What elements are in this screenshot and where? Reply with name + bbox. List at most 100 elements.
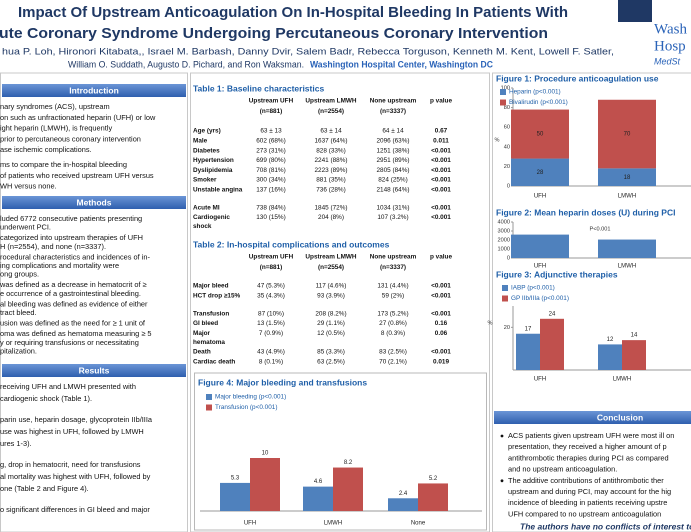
table-cell: 59 (2%) bbox=[382, 292, 404, 299]
x-tick-label: UFH bbox=[534, 264, 546, 270]
table-cell: <0.001 bbox=[431, 292, 451, 299]
legend-label: IABP (p<0.001) bbox=[511, 285, 555, 292]
value-label: 5.3 bbox=[231, 475, 240, 481]
table-cell: 2223 (89%) bbox=[314, 167, 347, 174]
section-heading: Conclusion bbox=[597, 412, 643, 422]
bar bbox=[516, 333, 540, 370]
table-cell: 43 (4.9%) bbox=[257, 349, 285, 356]
x-tick-label: LMWH bbox=[618, 264, 636, 270]
column-header: (n=3337) bbox=[380, 108, 406, 115]
column-header: (n=881) bbox=[260, 264, 283, 271]
body-text: ing complications and mortality were bbox=[0, 261, 119, 270]
table-cell: 47 (5.3%) bbox=[257, 283, 285, 290]
bar bbox=[220, 482, 250, 511]
bar bbox=[388, 498, 418, 511]
column-header: (n=2554) bbox=[318, 264, 344, 271]
table-cell: <0.001 bbox=[431, 214, 451, 221]
bar bbox=[418, 483, 448, 511]
table-cell: 63 (2.5%) bbox=[317, 358, 345, 365]
legend-swatch bbox=[206, 404, 212, 411]
body-text: categorized into upstream therapies of U… bbox=[0, 233, 143, 242]
table-cell: 63 ± 13 bbox=[260, 128, 282, 135]
table-title: Table 1: Baseline characteristics bbox=[193, 83, 324, 93]
body-text: use was highest in UFH, followed by LMWH bbox=[0, 427, 144, 436]
legend-label: Transfusion (p<0.001) bbox=[215, 404, 277, 411]
bar-segment bbox=[598, 99, 656, 169]
column-header: Upstream LMWH bbox=[305, 98, 357, 105]
table-cell: <0.001 bbox=[431, 186, 451, 193]
column-header: Upstream LMWH bbox=[305, 254, 357, 261]
table-cell: 708 (81%) bbox=[256, 167, 286, 174]
table-cell: 35 (4.3%) bbox=[257, 292, 285, 299]
table-cell: <0.001 bbox=[431, 147, 451, 154]
y-tick-label: 20 bbox=[504, 164, 510, 170]
body-text: incidence of bleeding in patients receiv… bbox=[508, 498, 667, 507]
body-text: usion was defined as the need for ≥ 1 un… bbox=[0, 319, 146, 328]
table-cell: 8 (0.3%) bbox=[381, 330, 405, 337]
value-label: 5.2 bbox=[429, 476, 438, 482]
body-text: ight heparin (LMWH), is frequently bbox=[0, 124, 112, 133]
title-line: Impact Of Upstream Anticoagulation On In… bbox=[18, 4, 568, 21]
row-label: HCT drop ≥15% bbox=[193, 292, 240, 299]
body-text: al bleeding was defined as evidence of e… bbox=[0, 299, 148, 308]
column-header: Upstream UFH bbox=[249, 254, 294, 261]
x-tick-label: LMWH bbox=[618, 194, 636, 200]
x-tick-label: LMWH bbox=[613, 377, 631, 383]
table-cell: 738 (84%) bbox=[256, 204, 286, 211]
y-tick-label: 2000 bbox=[498, 237, 510, 243]
title-line: ute Coronary Syndrome Undergoing Percuta… bbox=[0, 25, 548, 42]
column-header: p value bbox=[430, 98, 452, 105]
table-cell: 8 (0.1%) bbox=[259, 358, 283, 365]
table-cell: 273 (31%) bbox=[256, 147, 286, 154]
row-label: Major bbox=[193, 330, 211, 337]
bar bbox=[598, 344, 622, 370]
table-cell: 87 (10%) bbox=[258, 310, 284, 317]
row-label: Death bbox=[193, 349, 211, 356]
table-cell: 107 (3.2%) bbox=[377, 214, 408, 221]
body-text: ong groups. bbox=[0, 270, 39, 279]
row-label: hematoma bbox=[193, 339, 225, 346]
row-label: Hypertension bbox=[193, 157, 234, 164]
table-cell: 13 (1.5%) bbox=[257, 320, 285, 327]
body-text: and no upstream anticoagulation. bbox=[508, 465, 617, 474]
body-text: g, drop in hematocrit, need for transfus… bbox=[0, 460, 141, 469]
bar-segment bbox=[511, 158, 569, 186]
value-label: 10 bbox=[262, 451, 269, 457]
body-text: e occurrence of a gastrointestinal bleed… bbox=[0, 289, 141, 298]
row-label: Transfusion bbox=[193, 310, 229, 317]
table-cell: 2805 (84%) bbox=[376, 167, 409, 174]
table-cell: <0.001 bbox=[431, 283, 451, 290]
body-text: of patients who received upstream UFH ve… bbox=[0, 171, 154, 180]
legend-swatch bbox=[500, 89, 506, 95]
value-label: 18 bbox=[624, 175, 631, 181]
body-text: presentation, they received a higher amo… bbox=[508, 442, 667, 451]
logo-text: Hosp bbox=[654, 38, 686, 54]
y-tick-label: 0 bbox=[507, 255, 510, 261]
figure-title: Figure 4: Major bleeding and transfusion… bbox=[198, 377, 367, 387]
section-heading-bar bbox=[2, 84, 186, 97]
table-cell: 27 (0.8%) bbox=[379, 320, 407, 327]
table-cell: 736 (28%) bbox=[316, 186, 346, 193]
table-cell: <0.001 bbox=[431, 177, 451, 184]
x-tick-label: None bbox=[411, 521, 426, 527]
row-label: shock bbox=[193, 223, 212, 230]
section-heading-bar bbox=[494, 411, 691, 424]
table-cell: 173 (5.2%) bbox=[377, 310, 408, 317]
body-text: ase ischemic complications. bbox=[0, 145, 92, 154]
table-cell: 0.16 bbox=[435, 320, 448, 327]
figure-title: Figure 2: Mean heparin doses (U) during … bbox=[496, 207, 675, 217]
table-title: Table 2: In-hospital complications and o… bbox=[193, 239, 390, 249]
table-cell: 12 (0.5%) bbox=[317, 330, 345, 337]
value-label: 28 bbox=[537, 170, 544, 176]
bar bbox=[250, 458, 280, 511]
bullet bbox=[500, 434, 504, 438]
row-label: Cardiac death bbox=[193, 358, 235, 365]
body-text: o significant differences in GI bleed an… bbox=[0, 505, 150, 514]
row-label: Smoker bbox=[193, 177, 217, 184]
table-cell: 0.011 bbox=[433, 137, 449, 144]
table-cell: 881 (35%) bbox=[316, 177, 346, 184]
y-axis-label: % bbox=[495, 137, 500, 143]
value-label: 50 bbox=[537, 132, 544, 138]
legend-swatch bbox=[500, 99, 506, 106]
